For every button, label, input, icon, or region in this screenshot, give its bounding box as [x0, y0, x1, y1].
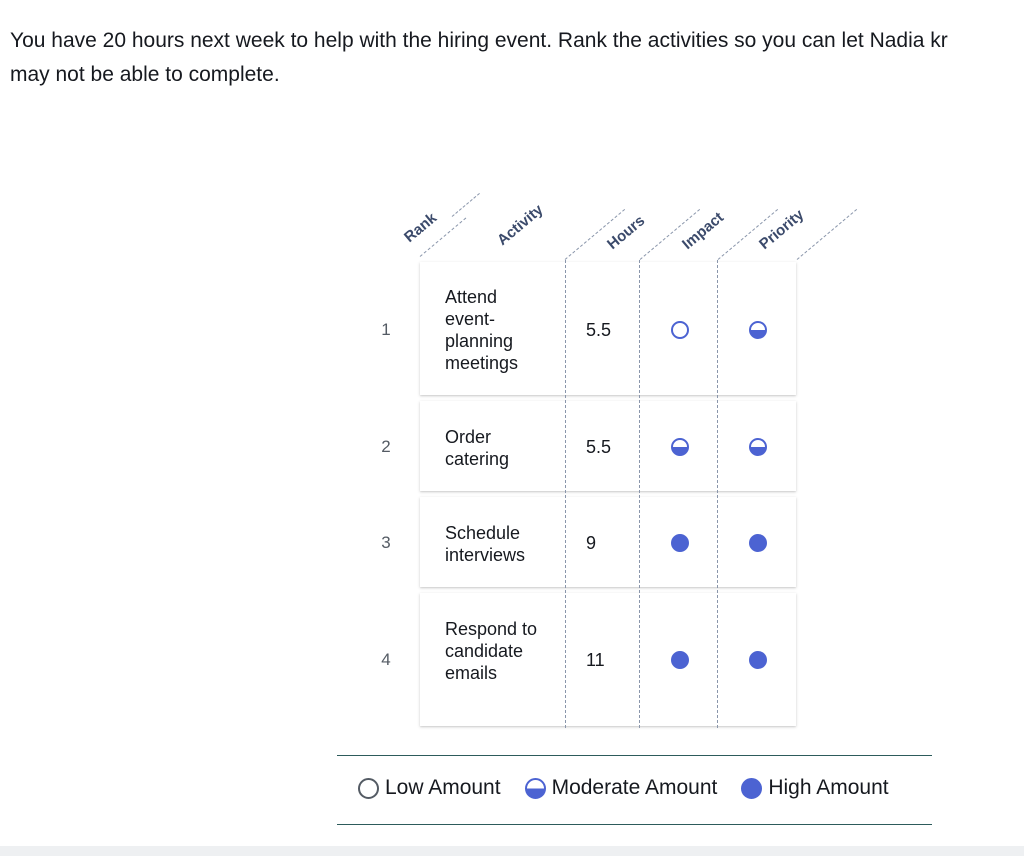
legend-item-moderate: Moderate Amount: [524, 776, 718, 800]
row-activity: Attend event-planning meetings: [445, 287, 519, 373]
legend-label-low: Low Amount: [385, 776, 501, 799]
legend-item-low: Low Amount: [358, 776, 501, 800]
legend-label-moderate: Moderate Amount: [551, 776, 718, 799]
header-rank: Rank: [401, 209, 441, 246]
priority-moderate-icon: [749, 438, 767, 456]
legend-top-rule: [337, 755, 932, 756]
instructions-line-1: You have 20 hours next week to help with…: [10, 29, 948, 52]
row-hours: 11: [586, 650, 605, 670]
instructions-text: You have 20 hours next week to help with…: [10, 24, 1024, 92]
table-row[interactable]: [420, 497, 796, 587]
moderate-amount-icon: [524, 777, 546, 799]
table-row[interactable]: [420, 262, 796, 395]
table-row[interactable]: [420, 401, 796, 491]
column-divider-hours: [565, 260, 566, 728]
column-divider-impact: [639, 260, 640, 728]
impact-low-icon: [671, 321, 689, 339]
row-rank: 2: [381, 437, 391, 456]
row-rank: 4: [381, 650, 391, 669]
legend-label-high: High Amount: [768, 776, 889, 799]
legend-item-high: High Amount: [741, 776, 889, 800]
instructions-line-2: may not be able to complete.: [10, 63, 280, 86]
high-amount-icon: [741, 777, 763, 799]
row-hours: 9: [586, 533, 597, 553]
row-hours: 5.5: [586, 437, 612, 457]
legend-bottom-rule: [337, 824, 932, 825]
header-hours: Hours: [604, 212, 649, 253]
bottom-scroll-area: [0, 846, 1024, 856]
table-row[interactable]: [420, 593, 796, 726]
column-divider-priority: [717, 260, 718, 728]
header-activity: Activity: [494, 201, 547, 249]
priority-high-icon: [749, 534, 767, 552]
row-activity: Schedule interviews: [445, 523, 526, 565]
header-priority: Priority: [756, 206, 808, 253]
legend: Low Amount Moderate Amount High Amount: [358, 776, 889, 800]
row-rank: 3: [381, 533, 391, 552]
header-rank-divider: [451, 192, 480, 217]
impact-moderate-icon: [671, 438, 689, 456]
priority-moderate-icon: [749, 321, 767, 339]
impact-high-icon: [671, 651, 689, 669]
row-rank: 1: [381, 320, 391, 339]
header-impact: Impact: [679, 208, 728, 253]
row-hours: 5.5: [586, 320, 612, 340]
impact-high-icon: [671, 534, 689, 552]
low-amount-icon: [358, 777, 379, 799]
priority-high-icon: [749, 651, 767, 669]
row-activity: Order catering: [445, 427, 510, 469]
row-activity: Respond to candidate emails: [445, 619, 538, 683]
